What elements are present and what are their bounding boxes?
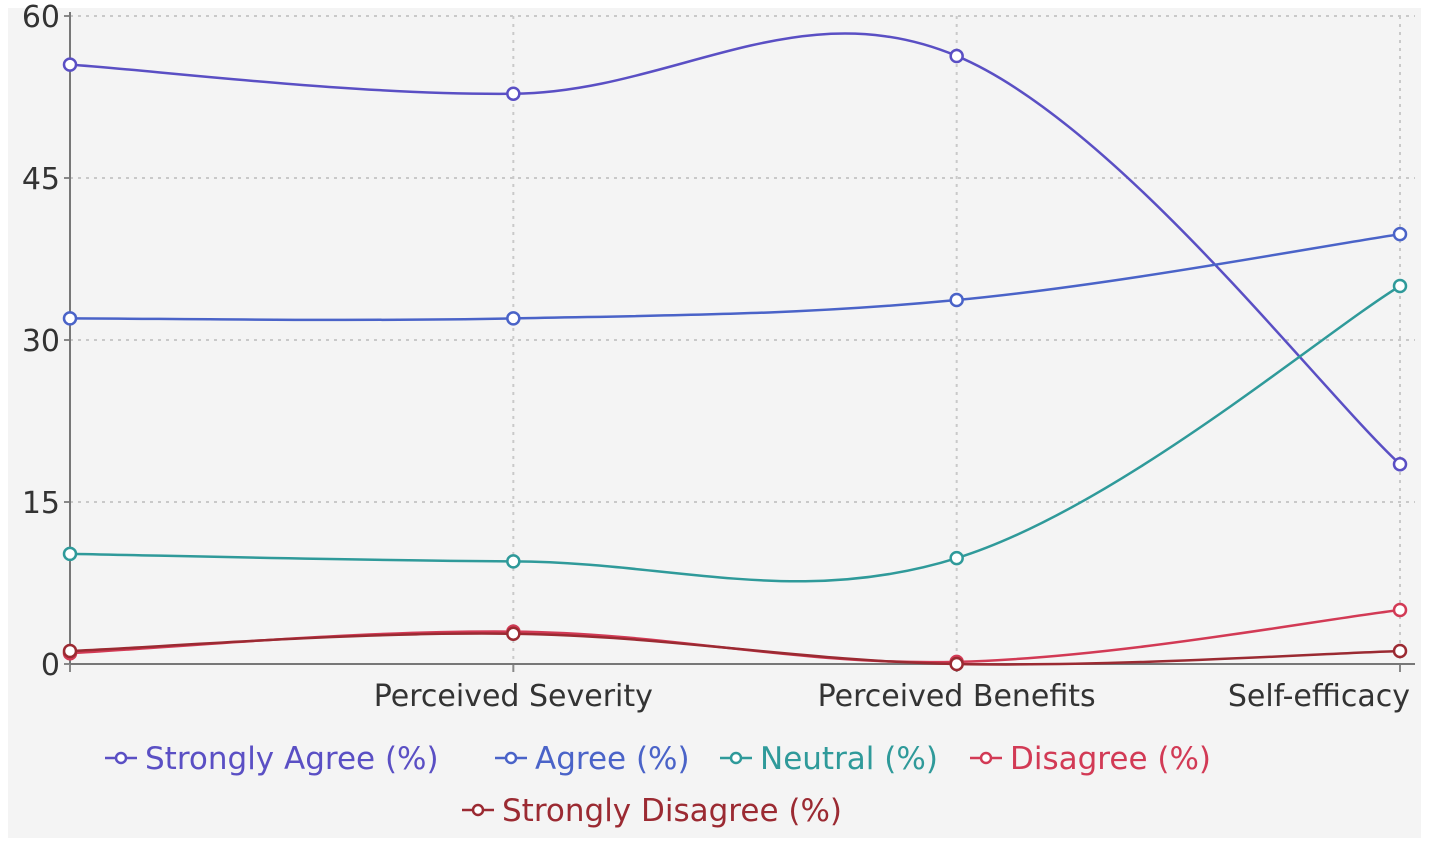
legend-label: Neutral (%) [760, 741, 938, 777]
legend-item[interactable]: Agree (%) [495, 741, 690, 777]
data-point[interactable] [62, 311, 78, 326]
legend-swatch-marker [979, 751, 993, 765]
data-point[interactable] [62, 57, 78, 72]
legend-swatch-marker [729, 751, 743, 765]
series-line [69, 632, 1401, 666]
x-tick-label: Perceived Severity [374, 679, 653, 714]
data-point[interactable] [1392, 602, 1408, 618]
y-tick-label: 30 [22, 324, 60, 359]
grid-lines [70, 15, 1415, 664]
data-point[interactable] [506, 311, 521, 326]
legend-item[interactable]: Strongly Agree (%) [105, 741, 439, 777]
legend-swatch-marker [114, 751, 128, 765]
plot-background [8, 8, 1421, 838]
data-point[interactable] [1392, 456, 1408, 472]
series-line [69, 32, 1401, 466]
data-point[interactable] [949, 656, 964, 672]
legend-label: Strongly Agree (%) [145, 741, 439, 777]
series-lines [69, 32, 1401, 666]
data-point[interactable] [1392, 643, 1408, 659]
data-point[interactable] [506, 554, 521, 569]
data-point[interactable] [949, 550, 964, 566]
data-points [62, 48, 1408, 672]
legend-label: Strongly Disagree (%) [502, 793, 842, 829]
data-point[interactable] [62, 643, 78, 659]
legend-label: Disagree (%) [1010, 741, 1211, 777]
legend-swatch-marker [504, 751, 518, 765]
legend-label: Agree (%) [535, 741, 690, 777]
data-point[interactable] [1392, 226, 1408, 242]
data-point[interactable] [949, 48, 964, 64]
data-point[interactable] [1392, 278, 1408, 294]
data-point[interactable] [506, 626, 521, 642]
series-line [69, 232, 1401, 322]
legend-swatch-marker [471, 803, 485, 817]
legend-item[interactable]: Strongly Disagree (%) [462, 793, 842, 829]
x-tick-label: Perceived Benefits [818, 679, 1096, 714]
y-tick-label: 60 [22, 0, 60, 35]
tick-labels: 0 15 30 45 60 Perceived Severity Perceived Ben… [22, 0, 1410, 714]
data-point[interactable] [949, 292, 964, 308]
legend[interactable]: Strongly Agree (%) Agree (%) Neutral (%) Di… [105, 741, 1211, 829]
y-tick-label: 0 [41, 648, 60, 683]
legend-item[interactable]: Disagree (%) [970, 741, 1211, 777]
y-tick-label: 15 [22, 486, 60, 521]
series-line [69, 284, 1401, 583]
x-tick-label: Self-efficacy [1228, 679, 1410, 714]
y-tick-label: 45 [22, 162, 60, 197]
data-point[interactable] [506, 86, 521, 102]
legend-item[interactable]: Neutral (%) [720, 741, 938, 777]
data-point[interactable] [62, 546, 78, 562]
